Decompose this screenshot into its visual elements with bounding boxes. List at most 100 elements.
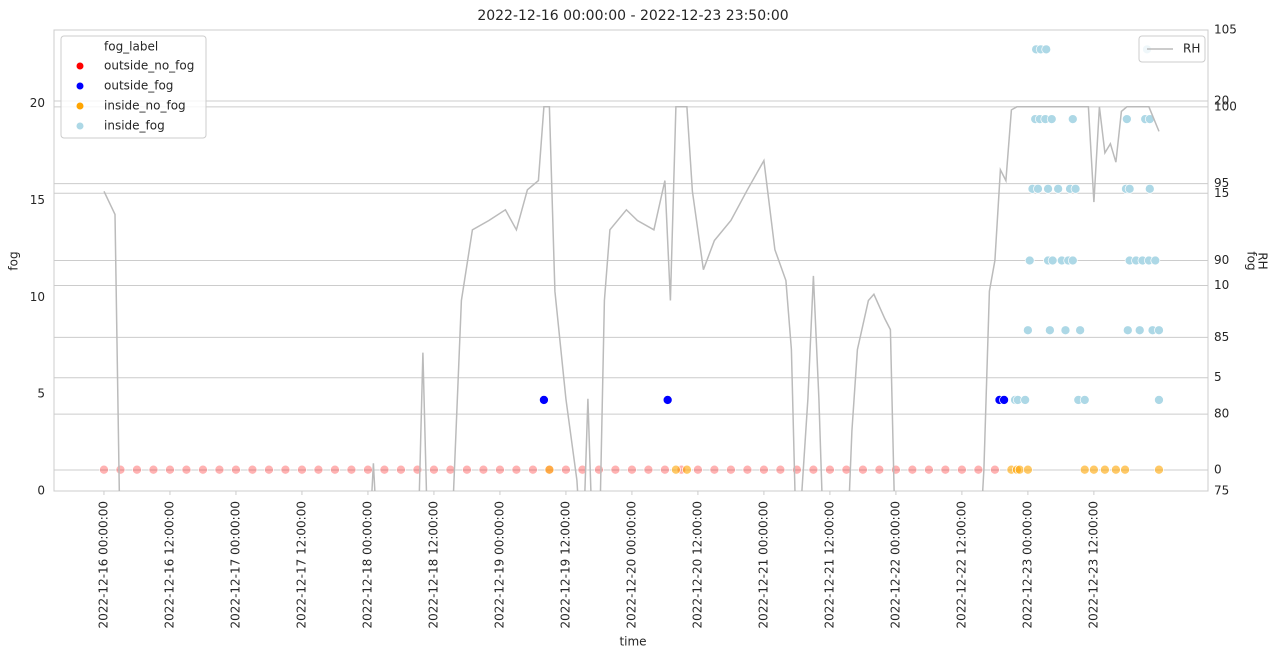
point bbox=[1144, 183, 1155, 194]
point bbox=[610, 464, 621, 475]
point bbox=[132, 464, 142, 475]
x-tick-label: 2022-12-16 12:00:00 bbox=[162, 501, 176, 628]
point bbox=[148, 464, 159, 475]
point bbox=[1047, 255, 1058, 266]
legend-label: inside_fog bbox=[104, 119, 165, 133]
x-tick-label: 2022-12-19 12:00:00 bbox=[558, 501, 572, 628]
y3-tick-label: 20 bbox=[1214, 94, 1229, 108]
point bbox=[478, 464, 489, 475]
x-tick-label: 2022-12-21 00:00:00 bbox=[756, 501, 770, 628]
point bbox=[330, 464, 340, 475]
y-axis-label: fog bbox=[7, 251, 21, 270]
point bbox=[561, 464, 571, 475]
y3-tick-label: 5 bbox=[1214, 370, 1222, 384]
y3-tick-label: 15 bbox=[1214, 186, 1229, 200]
point bbox=[891, 464, 901, 475]
point bbox=[313, 464, 324, 475]
point bbox=[594, 464, 604, 475]
point bbox=[165, 464, 175, 475]
point bbox=[1111, 464, 1121, 475]
point bbox=[1020, 395, 1030, 405]
point bbox=[990, 464, 1000, 475]
point bbox=[1023, 325, 1033, 336]
point bbox=[1079, 464, 1090, 475]
y2-tick-label: 75 bbox=[1214, 484, 1229, 498]
point bbox=[643, 464, 654, 475]
point bbox=[346, 464, 357, 475]
point bbox=[99, 464, 109, 475]
y2-tick-label: 80 bbox=[1214, 407, 1229, 421]
x-tick-label: 2022-12-21 12:00:00 bbox=[822, 501, 836, 628]
plot bbox=[99, 44, 1164, 491]
point bbox=[1024, 255, 1035, 266]
x-tick-label: 2022-12-23 00:00:00 bbox=[1020, 501, 1034, 628]
point bbox=[247, 464, 258, 475]
point bbox=[1067, 114, 1078, 124]
point bbox=[924, 464, 934, 475]
y-tick-label: 0 bbox=[37, 484, 45, 498]
x-tick-label: 2022-12-20 00:00:00 bbox=[624, 501, 638, 628]
point bbox=[1124, 183, 1135, 194]
legend: fog_label outside_no_fog outside_foginsid… bbox=[60, 35, 1206, 139]
point bbox=[808, 464, 819, 475]
point bbox=[1033, 183, 1043, 194]
legend-marker bbox=[76, 102, 84, 110]
point bbox=[1014, 464, 1025, 475]
point bbox=[544, 464, 555, 475]
point bbox=[1046, 114, 1057, 124]
point bbox=[973, 464, 984, 475]
y3-axis-label: fog bbox=[1245, 251, 1259, 270]
point bbox=[577, 464, 588, 475]
point bbox=[429, 464, 439, 475]
y3-tick-label: 10 bbox=[1214, 278, 1229, 292]
point bbox=[1041, 44, 1052, 55]
x-tick-label: 2022-12-16 00:00:00 bbox=[96, 501, 110, 628]
x-tick-label: 2022-12-23 12:00:00 bbox=[1086, 501, 1100, 628]
point bbox=[627, 464, 637, 475]
y-tick-label: 20 bbox=[30, 96, 45, 110]
y2-tick-label: 90 bbox=[1214, 253, 1229, 267]
y2-tick-label: 85 bbox=[1214, 330, 1229, 344]
point bbox=[539, 395, 549, 405]
legend-label: RH bbox=[1183, 42, 1200, 56]
point bbox=[999, 395, 1009, 405]
x-tick-label: 2022-12-22 12:00:00 bbox=[954, 501, 968, 628]
y2-tick-label: 105 bbox=[1214, 23, 1237, 37]
point bbox=[957, 464, 967, 475]
y2-tick-label: 100 bbox=[1214, 99, 1237, 113]
point bbox=[511, 464, 522, 475]
point bbox=[379, 464, 390, 475]
point bbox=[280, 464, 291, 475]
point bbox=[1154, 464, 1164, 475]
point bbox=[1060, 325, 1071, 336]
y-tick-label: 10 bbox=[30, 290, 45, 304]
point bbox=[660, 464, 670, 475]
point bbox=[297, 464, 307, 475]
legend-title: fog_label bbox=[104, 40, 158, 54]
legend-marker bbox=[76, 82, 84, 90]
point bbox=[1122, 114, 1132, 124]
legend-marker bbox=[76, 62, 84, 70]
point bbox=[662, 395, 673, 405]
point bbox=[1053, 183, 1063, 194]
point bbox=[726, 464, 736, 475]
point bbox=[1134, 325, 1145, 336]
point bbox=[528, 464, 538, 475]
point bbox=[1067, 255, 1078, 266]
point bbox=[1045, 325, 1055, 336]
point bbox=[874, 464, 885, 475]
point bbox=[214, 464, 225, 475]
point bbox=[682, 464, 692, 475]
x-tick-label: 2022-12-17 00:00:00 bbox=[228, 501, 242, 628]
point bbox=[709, 464, 720, 475]
point bbox=[907, 464, 918, 475]
x-tick-label: 2022-12-22 00:00:00 bbox=[888, 501, 902, 628]
point bbox=[363, 464, 373, 475]
point bbox=[759, 464, 769, 475]
point bbox=[1043, 183, 1053, 194]
x-axis-label: time bbox=[619, 635, 646, 649]
point bbox=[1070, 183, 1081, 194]
rh-line bbox=[103, 106, 1160, 491]
point bbox=[1154, 325, 1164, 336]
point bbox=[940, 464, 951, 475]
